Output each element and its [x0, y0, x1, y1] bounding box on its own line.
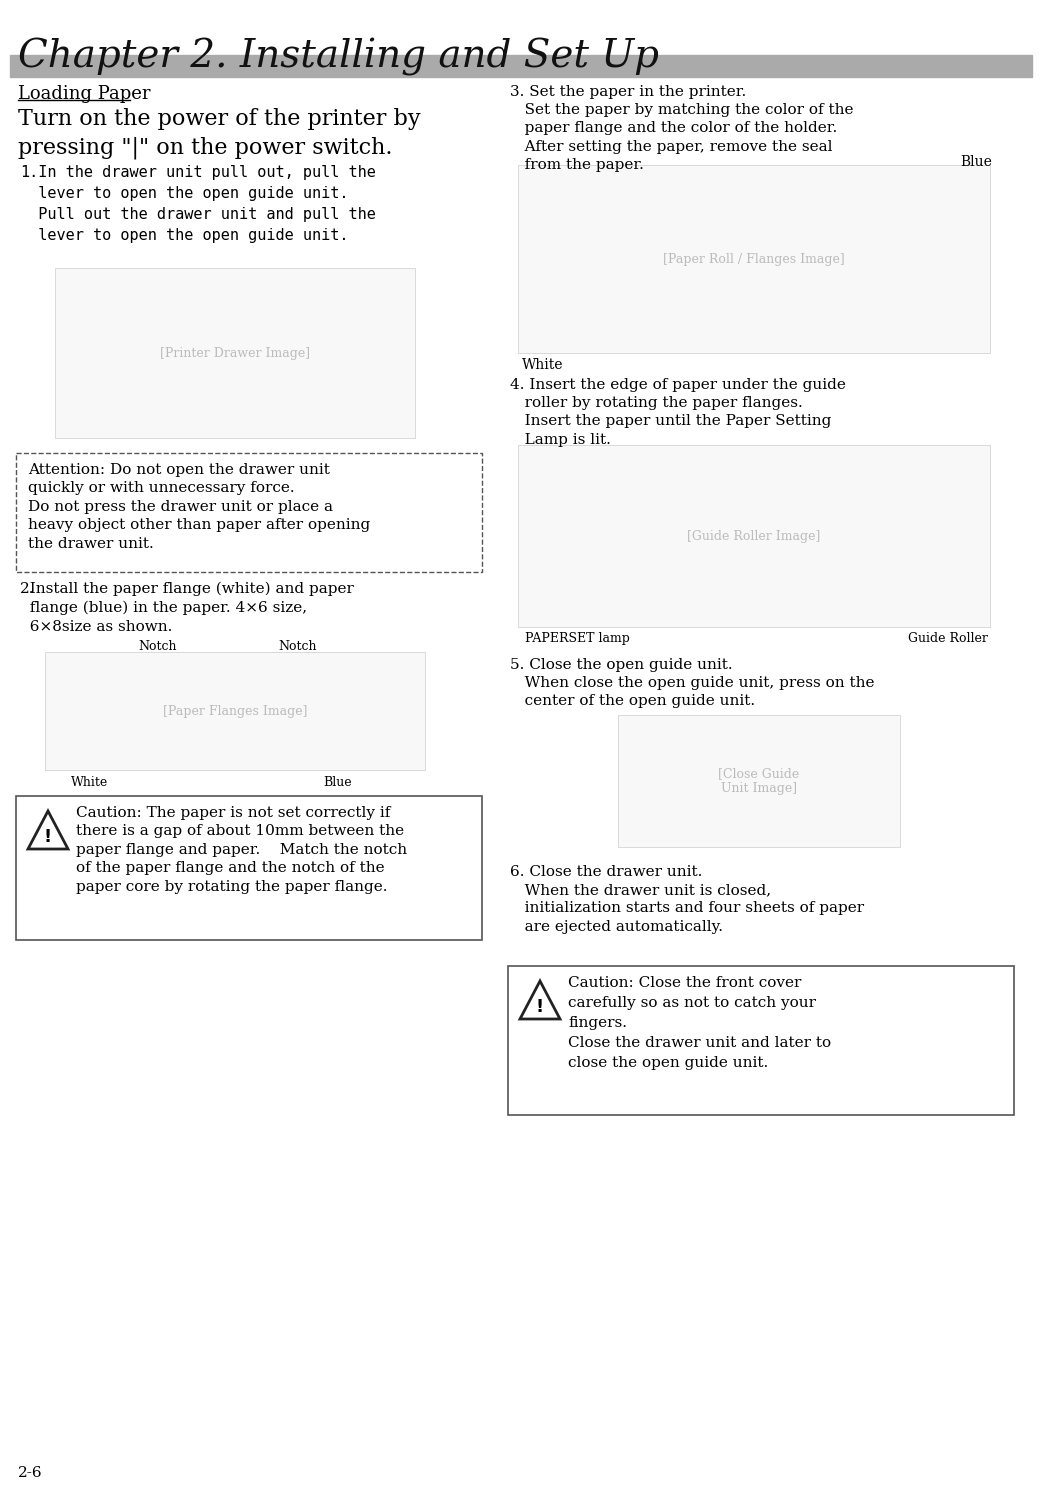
- Text: 2-6: 2-6: [18, 1466, 43, 1480]
- Bar: [518, 445, 990, 627]
- Text: roller by rotating the paper flanges.
   Insert the paper until the Paper Settin: roller by rotating the paper flanges. In…: [510, 396, 832, 447]
- Text: 5. Close the open guide unit.: 5. Close the open guide unit.: [510, 658, 733, 672]
- Text: Blue: Blue: [960, 154, 992, 169]
- Text: Caution: The paper is not set correctly if
there is a gap of about 10mm between : Caution: The paper is not set correctly …: [76, 806, 407, 893]
- Text: !: !: [536, 998, 544, 1016]
- Text: Guide Roller: Guide Roller: [909, 633, 988, 645]
- Bar: [45, 652, 425, 770]
- Bar: [10, 55, 1032, 76]
- Text: When close the open guide unit, press on the
   center of the open guide unit.: When close the open guide unit, press on…: [510, 676, 874, 709]
- Text: Notch: Notch: [139, 640, 177, 654]
- Text: In the drawer unit pull out, pull the
  lever to open the open guide unit.
  Pul: In the drawer unit pull out, pull the le…: [20, 165, 376, 243]
- Text: Install the paper flange (white) and paper
  flange (blue) in the paper. 4×6 siz: Install the paper flange (white) and pap…: [20, 582, 354, 634]
- Text: [Paper Flanges Image]: [Paper Flanges Image]: [163, 705, 307, 718]
- Text: [Close Guide
Unit Image]: [Close Guide Unit Image]: [718, 767, 799, 794]
- Text: 3. Set the paper in the printer.: 3. Set the paper in the printer.: [510, 85, 746, 99]
- Bar: [55, 268, 415, 438]
- Text: Caution: Close the front cover
carefully so as not to catch your
fingers.
Close : Caution: Close the front cover carefully…: [568, 976, 832, 1070]
- Text: [Paper Roll / Flanges Image]: [Paper Roll / Flanges Image]: [663, 252, 845, 265]
- Text: [Guide Roller Image]: [Guide Roller Image]: [688, 529, 821, 543]
- Text: !: !: [44, 827, 52, 845]
- Text: Chapter 2. Installing and Set Up: Chapter 2. Installing and Set Up: [18, 37, 659, 76]
- Text: 2.: 2.: [20, 582, 34, 597]
- Text: White: White: [71, 776, 108, 788]
- Bar: [518, 165, 990, 352]
- Text: White: White: [522, 358, 564, 372]
- Text: 4. Insert the edge of paper under the guide: 4. Insert the edge of paper under the gu…: [510, 378, 846, 393]
- Text: PAPERSET lamp: PAPERSET lamp: [525, 633, 629, 645]
- Text: When the drawer unit is closed,
   initialization starts and four sheets of pape: When the drawer unit is closed, initiali…: [510, 883, 864, 934]
- Text: Attention: Do not open the drawer unit
quickly or with unnecessary force.
Do not: Attention: Do not open the drawer unit q…: [28, 463, 370, 550]
- Text: Loading Paper: Loading Paper: [18, 85, 150, 103]
- Text: Blue: Blue: [324, 776, 352, 788]
- Text: Turn on the power of the printer by
pressing "|" on the power switch.: Turn on the power of the printer by pres…: [18, 108, 421, 159]
- Text: [Printer Drawer Image]: [Printer Drawer Image]: [159, 346, 311, 360]
- Text: 6. Close the drawer unit.: 6. Close the drawer unit.: [510, 865, 702, 878]
- Text: Notch: Notch: [279, 640, 317, 654]
- Bar: [618, 715, 900, 847]
- Text: 1.: 1.: [20, 165, 39, 180]
- Text: Set the paper by matching the color of the
   paper flange and the color of the : Set the paper by matching the color of t…: [510, 103, 853, 172]
